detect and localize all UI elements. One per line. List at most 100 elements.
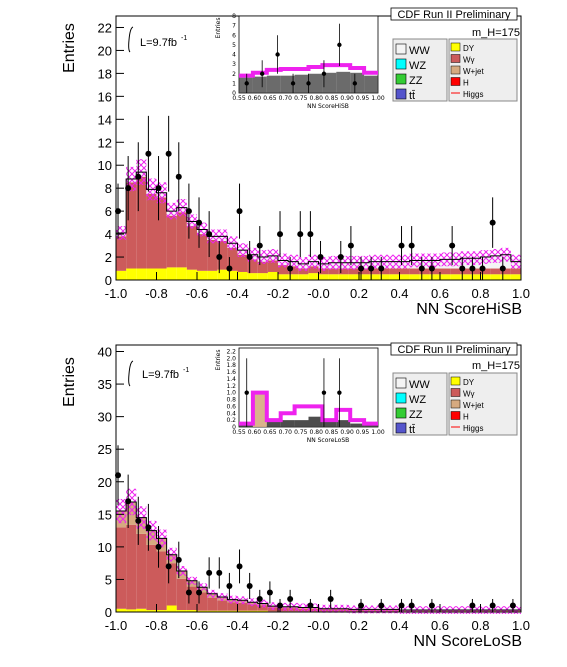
top-bar-DY — [257, 273, 268, 280]
top-bar-DY — [328, 274, 339, 280]
bottom-bar-Wγ — [197, 592, 208, 611]
bottom-bar-Wγ — [136, 533, 147, 609]
top-data-point — [347, 242, 354, 249]
top-bar-Wγ — [257, 261, 268, 274]
top-bar-DY — [176, 267, 187, 280]
top-bar-DY — [136, 268, 147, 280]
bottom-bar-Wγ — [207, 597, 218, 611]
bottom-panel: Entries NN ScoreLoSB 0 5 10 15 20 25 30 35 40 -1.… — [61, 342, 531, 650]
top-inset-data-point — [352, 81, 358, 86]
bottom-legend-swatch — [395, 392, 407, 404]
bottom-bar-DY — [247, 610, 258, 612]
bottom-inset-ytick-label: 1.0 — [226, 390, 236, 397]
top-inset-xtick-label: 0.85 — [325, 95, 339, 102]
top-ytick-label: 12 — [98, 135, 112, 150]
top-inset-bar — [266, 75, 281, 93]
top-bar-Wγ — [146, 193, 157, 269]
top-xtick-label: -0.4 — [226, 286, 248, 301]
top-bar-DY — [288, 274, 299, 280]
top-legend-label: WZ — [409, 60, 426, 72]
bottom-data-point — [185, 589, 192, 596]
top-legend: WW WZ ZZ tt̄ DY Wγ W+jet H Higgs — [392, 38, 518, 102]
top-data-point — [358, 265, 365, 272]
bottom-bar-DY — [166, 605, 177, 612]
top-bar-Wγ — [166, 215, 177, 268]
top-bar-DY — [227, 270, 238, 280]
bottom-data-point — [175, 556, 182, 563]
top-data-point — [317, 254, 324, 261]
bottom-xtick-label: 0.2 — [350, 618, 368, 633]
bottom-xtick-label: -0.6 — [186, 618, 208, 633]
top-inset-ylabel: Entries — [215, 18, 222, 39]
bottom-data-point — [246, 582, 253, 589]
top-inset-ytick-label: 6 — [232, 32, 236, 39]
top-bar-Wγ — [247, 259, 258, 274]
top-data-point — [206, 231, 213, 238]
top-bar-Wγ — [126, 182, 137, 269]
bottom-lumi-exp: -1 — [183, 367, 189, 374]
top-bar-Wγ — [318, 268, 329, 275]
bottom-inset-ylabel: Entries — [215, 350, 222, 371]
top-integral-icon — [128, 26, 134, 53]
bottom-data-point — [165, 563, 172, 570]
bottom-legend-label: WW — [409, 379, 430, 391]
top-xtick-label: 1.0 — [512, 286, 530, 301]
top-inset-ytick-label: 5 — [232, 42, 236, 49]
top-bar-DY — [247, 273, 258, 280]
top-data-point — [378, 265, 385, 272]
bottom-legend-label: Higgs — [463, 424, 483, 433]
top-bar-DY — [460, 274, 471, 280]
bottom-legend-swatch — [450, 399, 461, 409]
bottom-xtick-label: 0.4 — [390, 618, 408, 633]
top-bar-DY — [318, 274, 329, 280]
bottom-inset-xtick-label: 1.00 — [371, 429, 385, 436]
top-xlabel: NN ScoreHiSB — [416, 301, 522, 318]
bottom-inset-xtick-label: 0.75 — [294, 429, 308, 436]
top-inset-data-point — [244, 81, 249, 86]
bottom-inset-ytick-label: 1.4 — [226, 376, 236, 383]
top-bar-DY — [207, 270, 218, 280]
bottom-inset-bar — [294, 420, 309, 427]
top-bar-Wγ — [450, 268, 461, 275]
bottom-ytick-label: 40 — [98, 345, 112, 360]
top-xtick-label: -0.6 — [186, 286, 208, 301]
bottom-inset-xtick-label: 0.85 — [325, 429, 339, 436]
top-bar-DY — [429, 274, 440, 280]
bottom-lumi-label: L=9.7fb — [142, 369, 179, 381]
bottom-inset-xtick-label: 0.95 — [356, 429, 370, 436]
top-inset-bar — [280, 75, 295, 93]
top-lumi-label: L=9.7fb — [140, 37, 177, 49]
top-legend-swatch — [395, 88, 407, 100]
top-bar-Wγ — [440, 268, 451, 275]
bottom-bar-DY — [116, 608, 127, 612]
bottom-legend: WW WZ ZZ tt̄ DY Wγ W+jet H Higgs — [392, 372, 518, 436]
top-bar-Wγ — [348, 268, 359, 275]
bottom-ytick-label: 25 — [98, 442, 112, 457]
top-xtick-label: 0.6 — [431, 286, 449, 301]
top-bar-Wγ — [288, 266, 299, 275]
top-xtick-label: 0.4 — [390, 286, 408, 301]
top-xtick-label: -0.8 — [145, 286, 167, 301]
top-bar-DY — [298, 274, 309, 280]
bottom-inset-ytick-label: 2.0 — [226, 355, 236, 362]
bottom-data-point — [155, 543, 162, 550]
bottom-inset-ytick-label: 2.2 — [226, 348, 236, 355]
top-inset-xtick-label: 0.70 — [279, 95, 293, 102]
bottom-bar-Wγ — [116, 527, 127, 609]
top-ytick-label: 16 — [98, 89, 112, 104]
bottom-tick-labels: 0 5 10 15 20 25 30 35 40 -1.0 -0.8 -0.6 -0.4 -0.2 -0.0… — [98, 345, 531, 633]
top-inset-ytick-label: 8 — [232, 13, 236, 20]
top-data-point — [236, 208, 243, 215]
top-xtick-label: 0.8 — [471, 286, 489, 301]
top-bar-DY — [308, 273, 319, 280]
top-data-point — [145, 150, 152, 157]
bottom-bar-Wγ — [126, 524, 137, 610]
top-inset-bar — [294, 74, 309, 93]
bottom-bar-DY — [146, 610, 157, 612]
top-inset-xtick-label: 1.00 — [371, 95, 385, 102]
bottom-ytick-label: 10 — [98, 540, 112, 555]
top-data-point — [408, 242, 415, 249]
top-data-point — [155, 185, 162, 192]
top-bar-DY — [267, 271, 278, 280]
